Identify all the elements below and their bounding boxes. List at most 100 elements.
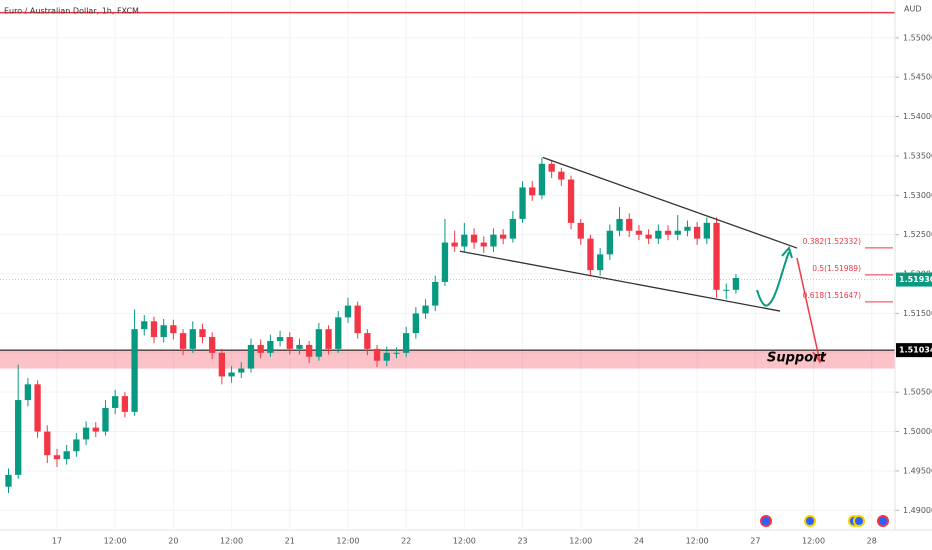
fib-label: 0.618(1.51647) <box>803 291 861 300</box>
candle-body <box>606 230 613 255</box>
candle-body <box>238 368 245 373</box>
candle-body <box>73 439 80 452</box>
candle-body <box>189 329 196 349</box>
candle-body <box>170 325 177 334</box>
candle-body <box>538 163 546 196</box>
candle-body <box>209 337 216 353</box>
event-icon <box>877 515 889 527</box>
candle-body <box>306 344 313 357</box>
candle-body <box>635 230 643 235</box>
y-tick-label: 1.53500 <box>903 151 932 160</box>
candle-body <box>315 329 323 357</box>
candle-body <box>470 234 478 243</box>
candle-body <box>412 313 420 334</box>
candle-body <box>150 321 158 338</box>
candle-body <box>655 230 662 239</box>
candle-body <box>461 234 468 247</box>
x-tick-label: 12:00 <box>104 537 127 546</box>
y-tick-label: 1.49500 <box>903 466 932 475</box>
candle-body <box>441 242 449 282</box>
candle-body <box>422 305 429 314</box>
candle-body <box>325 329 332 349</box>
x-tick-label: 12:00 <box>569 537 592 546</box>
candle-body <box>587 238 594 271</box>
candle-body <box>519 187 526 219</box>
candle-body <box>364 333 371 349</box>
event-icons <box>760 515 889 527</box>
y-tick-label: 1.53000 <box>903 191 932 200</box>
candle-body <box>354 305 361 334</box>
candle-body <box>286 337 293 349</box>
y-tick-label: 1.50000 <box>903 427 932 436</box>
x-tick-label: 21 <box>285 537 295 546</box>
event-icon <box>760 515 772 527</box>
event-icon <box>853 515 865 527</box>
candle-body <box>723 289 730 291</box>
chart-title: Euro / Australian Dollar, 1h, FXCM <box>4 7 139 16</box>
candle-body <box>499 234 507 239</box>
candle-body <box>577 222 584 239</box>
candle-body <box>713 222 720 290</box>
projection-arrowhead <box>781 245 793 259</box>
fib-label: 0.382(1.52332) <box>803 237 861 246</box>
candle-body <box>112 396 119 408</box>
currency-label: AUD <box>904 5 922 14</box>
candle-body <box>480 242 487 247</box>
candle-body <box>529 187 536 196</box>
candle-body <box>257 344 264 353</box>
candle-body <box>5 474 12 487</box>
candle-body <box>121 396 129 412</box>
candle-body <box>403 333 410 353</box>
candle-body <box>131 329 138 412</box>
y-tick-label: 1.54500 <box>903 73 932 82</box>
candle-body <box>693 226 701 239</box>
fib-label: 0.5(1.51989) <box>812 264 861 273</box>
y-tick-label: 1.51500 <box>903 309 932 318</box>
x-tick-label: 12:00 <box>336 537 359 546</box>
candle-body <box>53 455 61 460</box>
candle-body <box>63 451 70 460</box>
candle-body <box>82 427 90 440</box>
y-tick-label: 1.55000 <box>903 33 932 42</box>
candle-body <box>15 400 22 475</box>
drop-arrow <box>796 257 821 363</box>
candle-body <box>373 348 381 361</box>
x-tick-label: 12:00 <box>802 537 825 546</box>
candle-body <box>596 254 604 271</box>
candle-body <box>732 277 740 290</box>
y-tick-label: 1.54000 <box>903 112 932 121</box>
candle-body <box>24 384 32 401</box>
candle-body <box>393 352 400 354</box>
candle-body <box>664 230 672 235</box>
channel-line <box>542 156 798 249</box>
candle-body <box>567 179 575 223</box>
candle-body <box>92 427 99 432</box>
candle-body <box>674 230 681 235</box>
channel-line <box>459 250 781 312</box>
y-tick-label: 1.49000 <box>903 506 932 515</box>
candle-body <box>645 234 652 239</box>
projection-curve <box>756 251 790 307</box>
x-tick-label: 24 <box>634 537 644 546</box>
candle-body <box>616 218 623 231</box>
x-tick-label: 23 <box>517 537 527 546</box>
candle-body <box>34 384 41 432</box>
x-tick-label: 28 <box>867 537 877 546</box>
candle-body <box>548 163 555 172</box>
candle-body <box>344 305 352 318</box>
candle-body <box>383 352 390 361</box>
candle-body <box>102 407 109 432</box>
candle-body <box>335 317 342 349</box>
candle-body <box>218 352 226 377</box>
candle-body <box>276 337 284 341</box>
candle-body <box>703 222 710 239</box>
x-tick-label: 12:00 <box>686 537 709 546</box>
x-tick-label: 12:00 <box>220 537 243 546</box>
drop-arrowhead <box>812 351 827 364</box>
candle-body <box>160 325 167 338</box>
candle-body <box>267 340 274 353</box>
drawings <box>459 156 893 364</box>
